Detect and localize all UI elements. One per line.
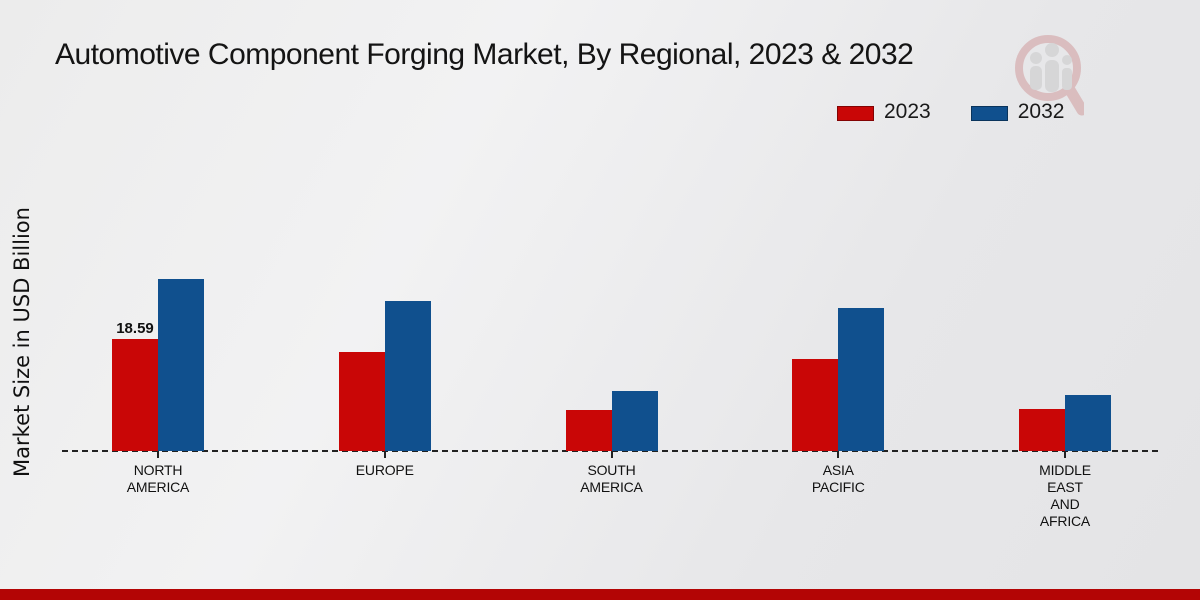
x-axis-label-line: ASIA	[822, 462, 854, 478]
bar-2023-middle-east-and-africa	[1019, 409, 1065, 451]
magnifier-ring-icon	[1015, 35, 1081, 101]
bar-value-label: 18.59	[116, 320, 154, 337]
bar-2023-asia-pacific	[792, 359, 839, 451]
x-axis-label-line: EAST	[1047, 479, 1083, 495]
x-axis-tick-asia-pacific	[837, 451, 840, 458]
legend-label-2032: 2032	[1017, 100, 1065, 123]
x-axis-label-line: MIDDLE	[1039, 462, 1091, 478]
x-axis-label-line: PACIFIC	[811, 479, 865, 495]
footer-accent-band	[0, 589, 1200, 600]
magnifier-handle-icon	[1064, 84, 1084, 116]
bar-2032-middle-east-and-africa	[1065, 395, 1111, 451]
x-axis-label-line: NORTH	[133, 462, 183, 478]
x-axis-label-line: AND	[1050, 496, 1080, 512]
bar-2023-south-america	[565, 410, 612, 451]
bar-2032-north-america	[158, 279, 204, 451]
bar-2032-south-america	[611, 391, 658, 451]
bar-2023-europe	[338, 352, 385, 451]
x-axis-label-europe: EUROPE	[315, 462, 455, 479]
legend-swatch-2032	[970, 106, 1008, 121]
zero-axis-dashed-line	[62, 450, 1158, 452]
x-axis-label-south-america: SOUTH AMERICA	[542, 462, 682, 496]
legend-swatch-2023	[837, 106, 874, 121]
legend-label-2023: 2023	[884, 100, 931, 123]
bar-2032-asia-pacific	[838, 308, 885, 451]
chart-title: Automotive Component Forging Market, By …	[55, 38, 914, 71]
bar-2032-europe	[384, 301, 431, 451]
x-axis-label-line: AMERICA	[126, 479, 190, 495]
x-axis-label-line: EUROPE	[355, 462, 414, 478]
x-axis-label-line: SOUTH	[587, 462, 636, 478]
figure-bar-icon	[1045, 60, 1059, 92]
figure-bar-icon	[1030, 66, 1042, 90]
figure-bar-icon	[1062, 68, 1072, 90]
x-axis-label-north-america: NORTH AMERICA	[88, 462, 228, 496]
figure-head-icon	[1045, 43, 1059, 57]
legend: 2023 2032	[837, 100, 1094, 124]
x-axis-tick-south-america	[610, 451, 613, 458]
bar-2023-north-america	[112, 339, 158, 451]
x-axis-tick-middle-east-and-africa	[1064, 451, 1066, 458]
x-axis-tick-north-america	[157, 451, 159, 458]
figure-head-icon	[1030, 52, 1042, 64]
x-axis-label-line: AFRICA	[1039, 513, 1091, 529]
x-axis-label-middle-east-and-africa: MIDDLE EAST AND AFRICA	[995, 462, 1135, 530]
figure-head-icon	[1062, 55, 1072, 65]
x-axis-label-line: AMERICA	[580, 479, 643, 495]
market-research-magnifier-logo-watermark	[1015, 35, 1084, 116]
x-axis-tick-europe	[383, 451, 386, 458]
x-axis-label-asia-pacific: ASIA PACIFIC	[768, 462, 908, 496]
